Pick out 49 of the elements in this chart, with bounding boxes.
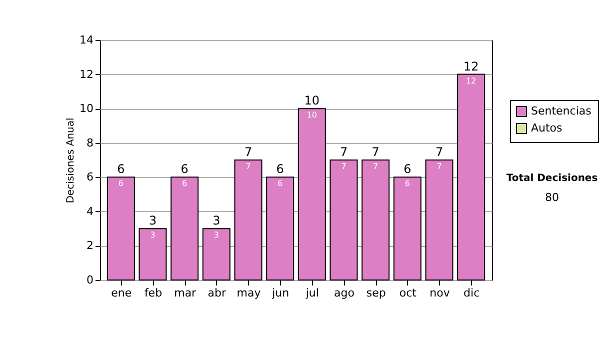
data-label: 6: [278, 179, 283, 188]
data-label: 6: [404, 179, 410, 188]
y-tick-label: 8: [86, 136, 94, 150]
data-label: 7: [246, 162, 251, 171]
x-tick-label: mar: [174, 286, 197, 300]
x-tick-label: jun: [271, 286, 290, 300]
x-tick-label: dic: [464, 286, 480, 300]
total-label: 6: [404, 162, 412, 176]
y-tick-label: 12: [80, 68, 94, 81]
x-tick-label: feb: [144, 286, 162, 300]
x-tick-label: oct: [399, 286, 418, 300]
x-tick-label: nov: [430, 286, 450, 300]
data-label: 7: [436, 162, 442, 171]
total-label: 10: [304, 94, 320, 108]
x-tick-label: ene: [111, 286, 132, 300]
total-label: 7: [435, 145, 444, 159]
y-tick-label: 10: [80, 102, 94, 116]
data-label: 6: [182, 179, 188, 188]
x-tick-label: ago: [334, 286, 355, 300]
y-tick-label: 14: [80, 34, 94, 46]
total-label: 12: [463, 59, 479, 74]
total-label: 6: [117, 162, 125, 176]
x-tick-label: sep: [366, 286, 386, 300]
y-tick-label: 4: [86, 204, 94, 218]
total-label: 7: [372, 145, 380, 159]
total-label: 7: [244, 145, 252, 159]
data-label: 3: [214, 230, 219, 240]
text: Total Decisiones: [506, 173, 598, 184]
total-label: 7: [340, 145, 348, 159]
data-label: 7: [373, 162, 378, 171]
y-axis-title: Decisiones Anual: [66, 118, 77, 204]
total-label: 3: [148, 214, 157, 228]
y-tick-label: 6: [86, 170, 94, 184]
x-tick-label: may: [236, 286, 262, 300]
total-label: 6: [180, 162, 188, 176]
data-label: 6: [118, 179, 124, 188]
x-tick-label: jul: [304, 286, 319, 300]
total-label: 3: [212, 214, 220, 228]
legend-label: Sentencias: [531, 104, 592, 118]
legend-label: Autos: [531, 122, 563, 134]
data-label: 12: [466, 76, 476, 86]
y-tick-label: 0: [86, 274, 94, 286]
total-label: 6: [276, 162, 284, 176]
data-label: 10: [306, 110, 318, 120]
data-label: 7: [341, 162, 346, 171]
data-label: 3: [150, 230, 156, 240]
text: 80: [545, 191, 559, 204]
y-tick-label: 2: [86, 239, 94, 252]
x-tick-label: abr: [208, 286, 227, 300]
